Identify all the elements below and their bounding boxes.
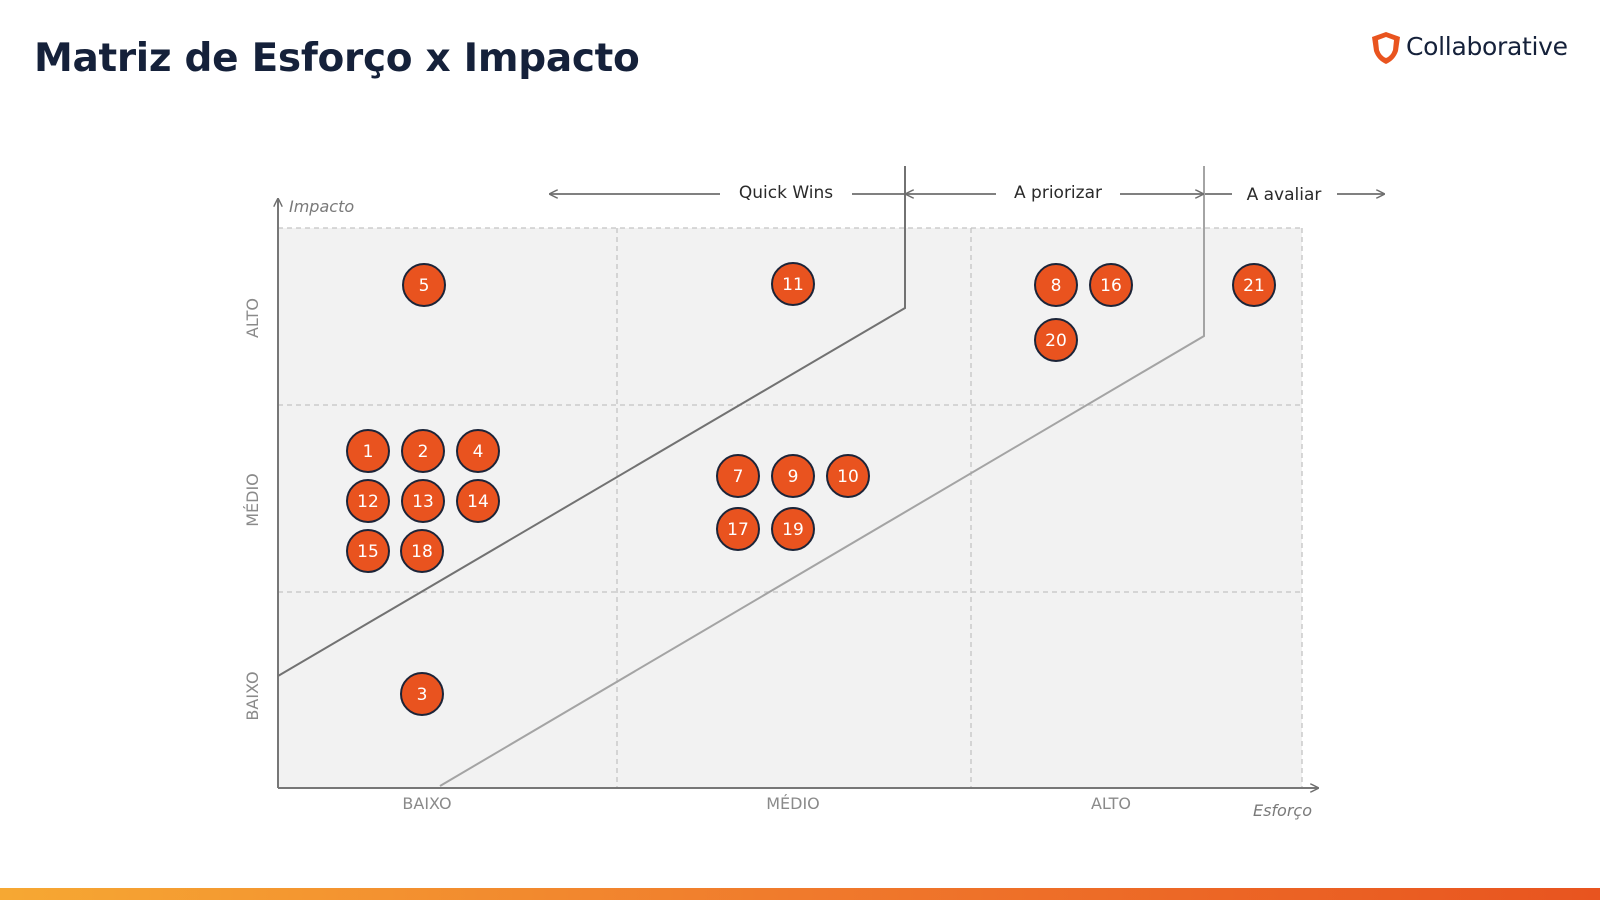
item-label: 11 [782,275,804,295]
item-marker[interactable] [401,479,445,523]
item-marker[interactable] [771,454,815,498]
zone-quick-wins: Quick Wins [739,183,833,203]
zone-evaluate: A avaliar [1247,185,1322,205]
item-marker[interactable] [400,529,444,573]
item-label: 20 [1045,331,1067,351]
item-marker[interactable] [826,454,870,498]
y-level-medio: MÉDIO [243,473,262,527]
item-marker[interactable] [346,429,390,473]
quick-wins-boundary [277,166,906,677]
item-label: 9 [788,467,799,487]
y-level-baixo: BAIXO [243,671,262,720]
item-marker[interactable] [771,507,815,551]
item-label: 12 [357,492,379,512]
collaborative-logo: Collaborative [1369,30,1579,70]
item-marker[interactable] [456,429,500,473]
item-marker[interactable] [1034,263,1078,307]
item-marker[interactable] [1089,263,1133,307]
item-label: 4 [473,442,484,462]
item-marker[interactable] [1034,318,1078,362]
item-label: 18 [411,542,433,562]
item-label: 3 [417,685,428,705]
prioritize-boundary [439,166,1205,787]
item-label: 14 [467,492,489,512]
item-marker[interactable] [402,263,446,307]
x-level-alto: ALTO [1091,794,1131,813]
item-marker[interactable] [456,479,500,523]
x-level-medio: MÉDIO [766,794,820,813]
item-label: 1 [363,442,374,462]
shield-icon [1372,32,1400,64]
item-markers: 5 11 8 16 20 21 1 2 4 12 13 14 15 18 7 9 [346,262,1276,716]
grid-lines [278,227,1303,788]
item-marker[interactable] [716,454,760,498]
item-label: 15 [357,542,379,562]
x-level-baixo: BAIXO [402,794,451,813]
y-axis-title: Impacto [289,197,354,216]
item-label: 7 [733,467,744,487]
item-label: 19 [782,520,804,540]
item-label: 16 [1100,276,1122,296]
item-marker[interactable] [401,429,445,473]
item-marker[interactable] [1232,263,1276,307]
footer-accent-bar [0,888,1600,900]
item-label: 10 [837,467,859,487]
logo-text: Collaborative [1406,32,1568,61]
item-marker[interactable] [716,507,760,551]
item-label: 5 [419,276,430,296]
item-label: 17 [727,520,749,540]
item-label: 2 [418,442,429,462]
item-label: 8 [1051,276,1062,296]
x-axis-title: Esforço [1253,801,1312,820]
item-marker[interactable] [771,262,815,306]
item-label: 13 [412,492,434,512]
item-label: 21 [1243,276,1265,296]
page-title: Matriz de Esforço x Impacto [34,36,640,81]
item-marker[interactable] [400,672,444,716]
item-marker[interactable] [346,479,390,523]
zone-prioritize: A priorizar [1014,183,1102,203]
y-level-alto: ALTO [243,298,262,338]
item-marker[interactable] [346,529,390,573]
